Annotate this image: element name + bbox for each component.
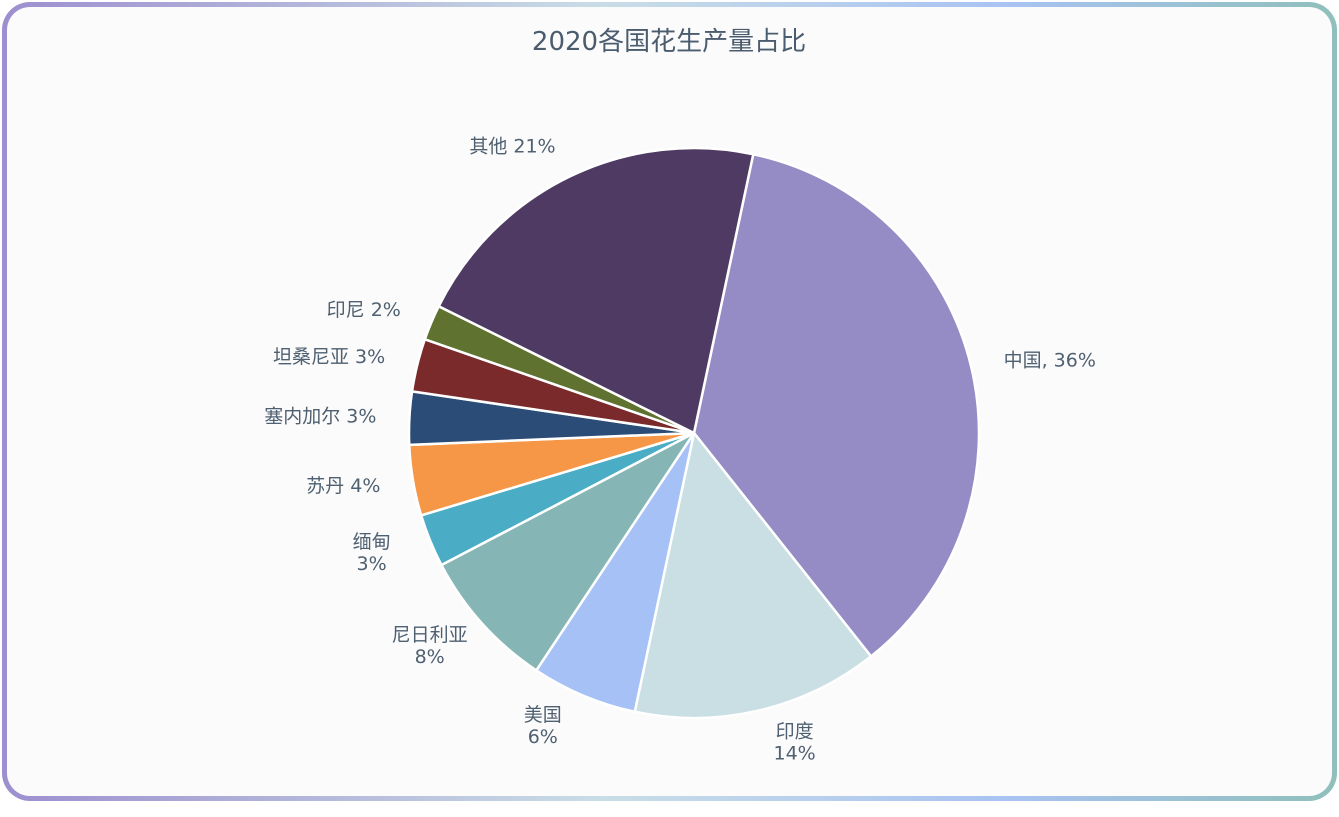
- pie-slice-10[interactable]: [437, 146, 755, 435]
- chart-title: 2020各国花生产量占比: [532, 27, 806, 57]
- pie-slice-1[interactable]: [692, 152, 981, 659]
- pie-chart: 2020各国花生产量占比 中国, 36% 印度 14% 美国 6% 尼日利亚 8% 缅甸 3% 苏…: [264, 27, 1096, 765]
- pie-slice-2[interactable]: [633, 430, 873, 720]
- slice-label-1: 中国, 36%: [1004, 349, 1096, 371]
- slice-label-10: 其他 21%: [469, 136, 555, 158]
- slice-label-6: 苏丹 4%: [306, 475, 380, 497]
- chart-panel: 2020各国花生产量占比 中国, 36% 印度 14% 美国 6% 尼日利亚 8% 缅甸 3% 苏…: [7, 7, 1332, 796]
- slice-label-3: 美国 6%: [524, 704, 562, 748]
- slice-label-8: 坦桑尼亚 3%: [273, 346, 385, 368]
- slice-label-5: 缅甸 3%: [353, 531, 391, 575]
- pie-slices: [407, 146, 981, 720]
- pie-slice-4[interactable]: [439, 431, 696, 673]
- chart-frame: 2020各国花生产量占比 中国, 36% 印度 14% 美国 6% 尼日利亚 8% 缅甸 3% 苏…: [2, 2, 1337, 801]
- slice-label-9: 印尼 2%: [327, 299, 401, 321]
- slice-label-4: 尼日利亚 8%: [392, 624, 468, 668]
- slice-label-2: 印度 14%: [773, 721, 815, 765]
- slice-label-7: 塞内加尔 3%: [264, 405, 376, 427]
- pie-labels: 中国, 36% 印度 14% 美国 6% 尼日利亚 8% 缅甸 3% 苏丹 4% 塞内加尔 3% 坦桑…: [264, 136, 1096, 765]
